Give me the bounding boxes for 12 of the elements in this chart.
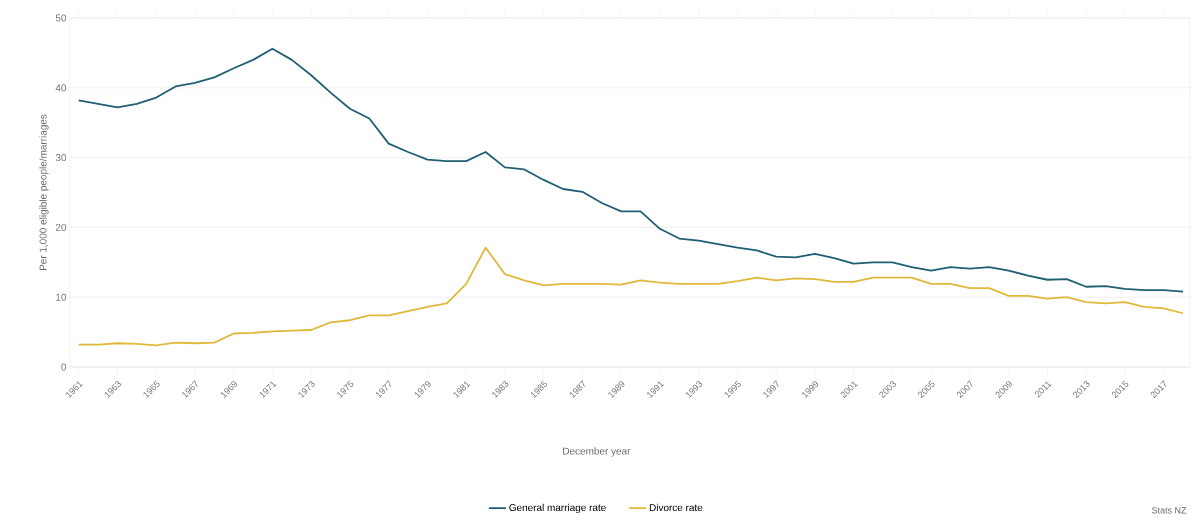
x-axis-title: December year bbox=[563, 447, 631, 457]
y-tick-label: 50 bbox=[55, 14, 67, 22]
y-tick-label: 10 bbox=[56, 293, 67, 301]
y-tick-label: 20 bbox=[55, 223, 67, 231]
legend-label: General marriage rate bbox=[509, 503, 606, 514]
y-tick-label: 30 bbox=[55, 154, 67, 162]
y-tick-label: 0 bbox=[61, 363, 67, 371]
line-series bbox=[77, 47, 1184, 293]
text: Stats NZ bbox=[1152, 507, 1187, 514]
y-tick-label: 40 bbox=[55, 84, 67, 92]
legend-label: Divorce rate bbox=[649, 503, 703, 512]
y-axis-title: Per 1,000 eligible people/marriages bbox=[39, 114, 49, 271]
